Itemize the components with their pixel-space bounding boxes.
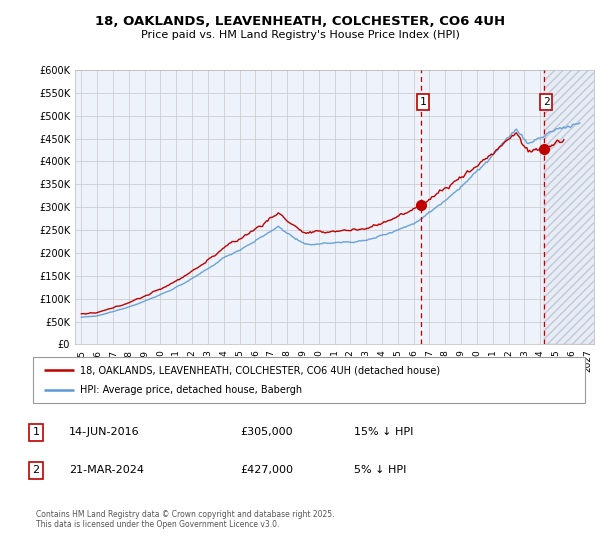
Text: 18, OAKLANDS, LEAVENHEATH, COLCHESTER, CO6 4UH: 18, OAKLANDS, LEAVENHEATH, COLCHESTER, C… — [95, 15, 505, 28]
Text: 18, OAKLANDS, LEAVENHEATH, COLCHESTER, CO6 4UH (detached house): 18, OAKLANDS, LEAVENHEATH, COLCHESTER, C… — [80, 365, 440, 375]
Text: 14-JUN-2016: 14-JUN-2016 — [69, 427, 140, 437]
Text: 21-MAR-2024: 21-MAR-2024 — [69, 465, 144, 475]
Text: 2: 2 — [32, 465, 40, 475]
Text: 5% ↓ HPI: 5% ↓ HPI — [354, 465, 406, 475]
Text: Price paid vs. HM Land Registry's House Price Index (HPI): Price paid vs. HM Land Registry's House … — [140, 30, 460, 40]
Text: 2: 2 — [542, 97, 550, 107]
Text: 1: 1 — [32, 427, 40, 437]
Text: £305,000: £305,000 — [240, 427, 293, 437]
Text: 15% ↓ HPI: 15% ↓ HPI — [354, 427, 413, 437]
Text: 1: 1 — [420, 97, 427, 107]
Text: £427,000: £427,000 — [240, 465, 293, 475]
Text: HPI: Average price, detached house, Babergh: HPI: Average price, detached house, Babe… — [80, 385, 302, 395]
Text: Contains HM Land Registry data © Crown copyright and database right 2025.
This d: Contains HM Land Registry data © Crown c… — [36, 510, 335, 529]
FancyBboxPatch shape — [33, 357, 585, 403]
